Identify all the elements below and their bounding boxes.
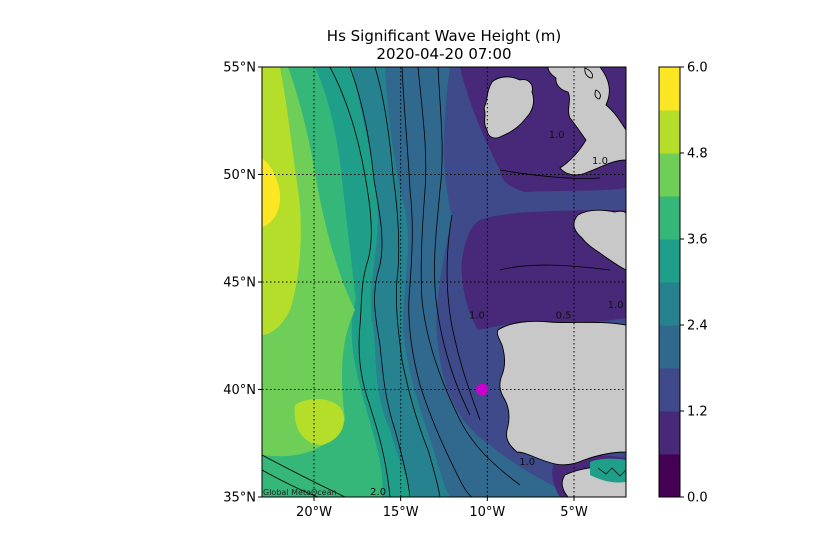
colorbar-tick-label: 0.0 bbox=[687, 491, 708, 506]
location-marker[interactable] bbox=[476, 383, 489, 396]
contour-label: 1.0 bbox=[519, 457, 535, 468]
colorbar-segment bbox=[659, 110, 680, 154]
colorbar-segment bbox=[659, 411, 680, 455]
y-tick-label: 35°N bbox=[223, 491, 256, 506]
contour-label: 2.0 bbox=[370, 487, 386, 498]
colorbar-segment bbox=[659, 368, 680, 412]
y-tick-label: 40°N bbox=[223, 383, 256, 398]
x-tick-label: 20°W bbox=[296, 505, 332, 520]
colorbar bbox=[658, 66, 681, 498]
colorbar-segment bbox=[659, 239, 680, 283]
contour-label: 1.0 bbox=[469, 311, 485, 322]
y-tick-label: 55°N bbox=[223, 61, 256, 76]
colorbar-tick-label: 2.4 bbox=[687, 319, 708, 334]
y-axis: 55°N 50°N 45°N 40°N 35°N bbox=[223, 61, 262, 506]
contour-label: 1.0 bbox=[549, 130, 565, 141]
watermark: Global MeteOcean bbox=[263, 488, 337, 497]
y-tick-label: 50°N bbox=[223, 168, 256, 183]
colorbar-tick-label: 6.0 bbox=[687, 61, 708, 76]
colorbar-frame bbox=[658, 66, 681, 498]
colorbar-segment bbox=[659, 454, 680, 498]
x-tick-label: 15°W bbox=[383, 505, 419, 520]
colorbar-segment bbox=[659, 67, 680, 111]
contour-label: 0.5 bbox=[556, 311, 572, 322]
colorbar-segment bbox=[659, 196, 680, 240]
colorbar-segment bbox=[659, 282, 680, 326]
x-axis: 20°W 15°W 10°W 5°W bbox=[296, 497, 588, 520]
y-tick-label: 45°N bbox=[223, 276, 256, 291]
colorbar-segment bbox=[659, 153, 680, 197]
graticule bbox=[262, 67, 626, 497]
contour-labels: 1.0 1.0 1.0 0.5 1.0 1.0 2.0 bbox=[370, 130, 623, 498]
colorbar-tick-label: 1.2 bbox=[687, 405, 708, 420]
contour-lines bbox=[262, 67, 611, 497]
contour-label: 1.0 bbox=[608, 300, 624, 311]
x-tick-label: 10°W bbox=[469, 505, 505, 520]
contour-label: 1.0 bbox=[592, 156, 608, 167]
colorbar-tick-label: 4.8 bbox=[687, 147, 708, 162]
colorbar-segment bbox=[659, 325, 680, 369]
x-tick-label: 5°W bbox=[560, 505, 588, 520]
colorbar-ticks: 0.0 1.2 2.4 3.6 4.8 6.0 bbox=[680, 61, 708, 506]
map-subtitle: 2020-04-20 07:00 bbox=[376, 45, 512, 63]
map-title: Hs Significant Wave Height (m) bbox=[326, 27, 562, 45]
landmass bbox=[483, 67, 626, 497]
colorbar-tick-label: 3.6 bbox=[687, 233, 708, 248]
